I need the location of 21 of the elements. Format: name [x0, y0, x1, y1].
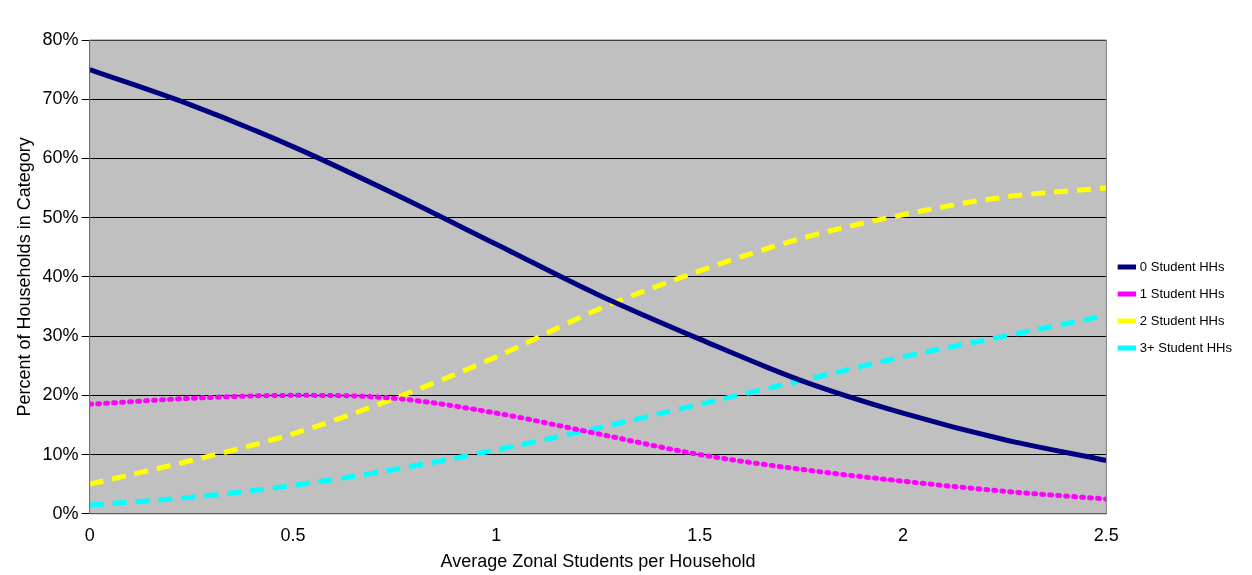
x-tick-label: 2: [898, 524, 909, 545]
legend-label: 3+ Student HHs: [1139, 339, 1233, 355]
y-tick-label: 40%: [42, 265, 79, 286]
x-tick-label: 2.5: [1093, 524, 1119, 545]
legend-label: 1 Student HHs: [1139, 285, 1225, 301]
y-tick-label: 0%: [52, 502, 79, 523]
y-tick-label: 80%: [42, 28, 79, 49]
x-tick-label: 1: [491, 524, 502, 545]
y-tick-label: 60%: [42, 147, 79, 168]
y-tick-label: 50%: [42, 206, 79, 227]
y-axis-title: Percent of Households in Category: [13, 137, 34, 417]
y-tick-label: 30%: [42, 325, 79, 346]
y-tick-label: 20%: [42, 384, 79, 405]
x-tick-label: 0.5: [280, 524, 306, 545]
y-tick-label: 10%: [42, 443, 79, 464]
y-tick-label: 70%: [42, 88, 79, 109]
x-tick-label: 1.5: [687, 524, 713, 545]
x-axis-title: Average Zonal Students per Household: [440, 551, 756, 572]
x-tick-label: 0: [84, 524, 95, 545]
legend-label: 0 Student HHs: [1139, 258, 1225, 274]
legend-label: 2 Student HHs: [1139, 312, 1225, 328]
